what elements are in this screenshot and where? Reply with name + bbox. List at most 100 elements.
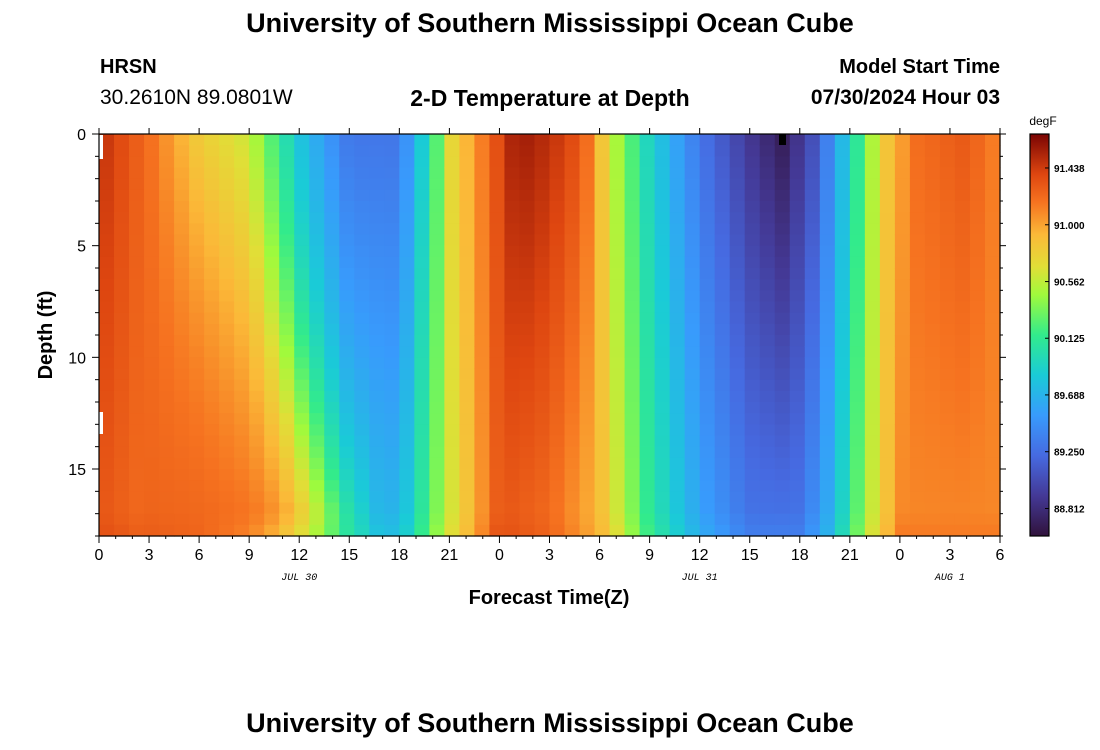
heatmap-cell [684, 480, 701, 492]
heatmap-cell [399, 390, 415, 403]
heatmap-cell [234, 424, 250, 437]
heatmap-cell [309, 134, 325, 146]
heatmap-cell [399, 234, 415, 247]
heatmap-cell [189, 134, 205, 146]
heatmap-cell [354, 201, 370, 213]
heatmap-cell [654, 212, 671, 224]
heatmap-cell [99, 323, 115, 336]
heatmap-cell [579, 357, 596, 370]
heatmap-cell [249, 156, 265, 169]
heatmap-cell [129, 524, 145, 537]
heatmap-cell [324, 178, 340, 191]
heatmap-cell [909, 212, 926, 224]
heatmap-cell [699, 346, 716, 358]
heatmap-cell [924, 424, 941, 437]
heatmap-cell [609, 245, 626, 258]
heatmap-cell [774, 424, 791, 437]
heatmap-cell [309, 212, 325, 224]
heatmap-cell [474, 256, 491, 269]
heatmap-cell [459, 245, 476, 258]
heatmap-cell [234, 480, 250, 492]
heatmap-cell [924, 413, 941, 425]
heatmap-cell [729, 234, 746, 247]
heatmap-cell [804, 145, 821, 157]
heatmap-cell [609, 167, 626, 180]
heatmap-cell [909, 413, 926, 425]
heatmap-cell [984, 234, 1001, 247]
heatmap-cell [744, 156, 761, 169]
heatmap-cell [309, 346, 325, 358]
heatmap-cell [414, 167, 430, 180]
heatmap-cell [99, 502, 115, 515]
heatmap-cell [234, 390, 250, 403]
heatmap-cell [894, 357, 911, 370]
heatmap-cell [354, 268, 370, 280]
heatmap-cell [579, 212, 596, 224]
heatmap-cell [474, 178, 491, 191]
heatmap-cell [99, 457, 115, 470]
heatmap-cell [204, 424, 220, 437]
heatmap-cell [384, 368, 400, 381]
heatmap-cell [399, 189, 415, 202]
heatmap-cell [654, 268, 671, 280]
heatmap-cell [414, 502, 430, 515]
heatmap-cell [714, 245, 731, 258]
heatmap-cell [504, 212, 521, 224]
heatmap-cell [579, 189, 596, 202]
heatmap-cell [204, 279, 220, 291]
heatmap-cell [159, 178, 175, 191]
heatmap-cell [864, 457, 881, 470]
heatmap-cell [129, 469, 145, 481]
heatmap-cell [579, 524, 596, 537]
heatmap-cell [729, 502, 746, 515]
heatmap-cell [474, 346, 491, 358]
heatmap-cell [534, 145, 551, 157]
heatmap-cell [474, 212, 491, 224]
heatmap-cell [99, 290, 115, 303]
heatmap-cell [894, 368, 911, 381]
x-tick-label: 12 [691, 547, 709, 564]
heatmap-cell [264, 178, 280, 191]
heatmap-cell [444, 402, 460, 414]
heatmap-cell [399, 245, 415, 258]
heatmap-cell [204, 368, 220, 381]
heatmap-cell [474, 145, 491, 157]
heatmap-cell [714, 469, 731, 481]
heatmap-cell [264, 201, 280, 213]
heatmap-cell [414, 524, 430, 537]
heatmap-cell [639, 346, 656, 358]
heatmap-cell [309, 189, 325, 202]
heatmap-cell [744, 223, 761, 236]
heatmap-cell [849, 201, 866, 213]
heatmap-cell [909, 279, 926, 291]
heatmap-cell [414, 178, 430, 191]
heatmap-cell [234, 413, 250, 425]
heatmap-cell [894, 189, 911, 202]
heatmap-cell [159, 513, 175, 526]
heatmap-cell [594, 301, 611, 314]
surface-marker [99, 135, 103, 159]
heatmap-cell [549, 178, 566, 191]
heatmap-cell [174, 212, 190, 224]
heatmap-cell [309, 502, 325, 515]
heatmap-cell [654, 323, 671, 336]
heatmap-cell [879, 134, 896, 146]
heatmap-cell [249, 502, 265, 515]
heatmap-cell [639, 446, 656, 459]
heatmap-cell [264, 413, 280, 425]
heatmap-cell [99, 178, 115, 191]
heatmap-cell [819, 379, 836, 392]
heatmap-cell [279, 301, 295, 314]
heatmap-cell [309, 424, 325, 437]
heatmap-cell [654, 167, 671, 180]
heatmap-cell [729, 245, 746, 258]
heatmap-cell [264, 435, 280, 448]
heatmap-cell [924, 346, 941, 358]
heatmap-cell [984, 346, 1001, 358]
heatmap-cell [714, 301, 731, 314]
heatmap-cell [204, 268, 220, 280]
heatmap-cell [144, 491, 160, 504]
heatmap-cell [564, 312, 581, 325]
heatmap-cell [369, 424, 385, 437]
heatmap-cell [339, 402, 355, 414]
